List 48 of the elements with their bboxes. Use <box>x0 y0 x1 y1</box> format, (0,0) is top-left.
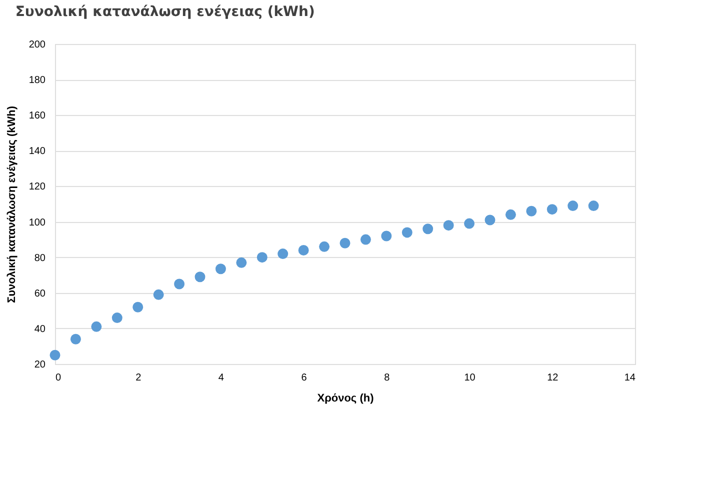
y-tick-label: 200 <box>28 40 46 50</box>
point <box>194 272 206 282</box>
x-tick-label: 12 <box>547 372 559 384</box>
x-tick-label: 6 <box>301 372 308 384</box>
point <box>278 248 288 260</box>
point <box>360 234 371 245</box>
point <box>402 227 412 238</box>
point <box>340 238 350 248</box>
point <box>112 312 122 324</box>
x-tick-label: 8 <box>384 372 390 384</box>
point <box>546 204 558 215</box>
point <box>91 321 102 332</box>
point <box>153 289 164 300</box>
point <box>526 206 537 216</box>
y-tick-label: 120 <box>28 182 46 193</box>
point <box>588 200 599 212</box>
point <box>464 218 475 229</box>
point <box>215 264 226 274</box>
chart-title: Συνολική κατανάλωση ενέγειας (kWh) <box>15 4 315 20</box>
point <box>484 214 496 226</box>
x-tick-label: 4 <box>218 372 224 384</box>
x-tick-label: 0 <box>56 372 62 384</box>
point <box>568 200 578 212</box>
point <box>50 350 60 360</box>
x-axis-title: Χρόνος (h) <box>317 392 374 404</box>
point <box>443 220 454 231</box>
point <box>132 302 144 312</box>
y-tick-label: 160 <box>28 110 46 122</box>
point <box>381 230 392 242</box>
x-tick-label: 14 <box>624 372 636 384</box>
y-tick-label: 60 <box>34 288 46 300</box>
x-tick-label: 2 <box>136 372 142 384</box>
point <box>422 224 434 234</box>
y-axis-title: Συνολική κατανάλωση ενέγειας (kWh) <box>6 106 18 304</box>
y-tick-label: 80 <box>34 252 46 264</box>
point <box>319 241 330 252</box>
point <box>298 244 309 256</box>
point <box>70 334 81 344</box>
point <box>236 257 247 268</box>
y-tick-label: 20 <box>34 360 46 370</box>
point <box>256 252 268 263</box>
point <box>505 209 516 220</box>
y-tick-label: 100 <box>28 217 46 228</box>
y-tick-label: 180 <box>28 75 46 86</box>
point <box>174 278 185 290</box>
y-tick-label: 140 <box>28 146 46 158</box>
x-tick-label: 10 <box>464 372 476 384</box>
y-tick-label: 40 <box>34 324 46 335</box>
